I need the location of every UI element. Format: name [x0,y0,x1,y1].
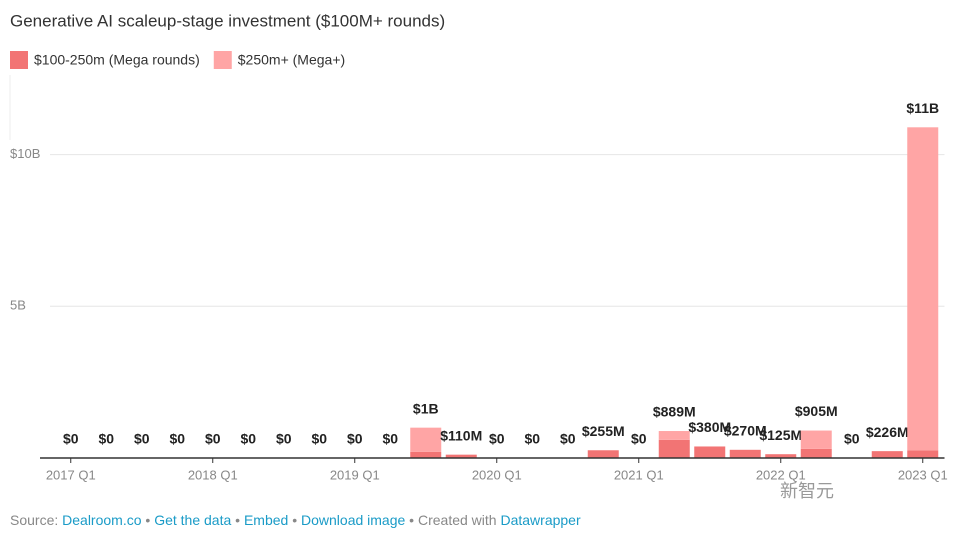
bar-segment [729,449,761,458]
watermark: 新智元 [780,481,834,501]
total-label: $0 [134,431,150,447]
total-label: $0 [347,431,363,447]
y-tick-label: $10B [10,146,40,161]
x-tick-label: 2019 Q1 [330,467,380,482]
total-label: $0 [276,431,292,447]
legend-label: $100-250m (Mega rounds) [34,52,200,68]
separator: • [231,512,244,528]
total-label: $0 [169,431,185,447]
separator: • [405,512,418,528]
total-label: $226M [866,424,909,440]
separator: • [288,512,301,528]
total-label: $255M [582,423,625,439]
total-label: $905M [795,403,838,419]
total-label: $889M [653,404,696,420]
bar-segment [907,127,939,451]
total-label: $0 [631,431,647,447]
total-label: $270M [724,423,767,439]
total-label: $125M [759,427,802,443]
footer-text: Created with [418,512,500,528]
bar-segment [587,450,619,458]
x-tick-label: 2020 Q1 [472,467,522,482]
total-label: $380M [688,419,731,435]
total-label: $0 [489,431,505,447]
footer-link[interactable]: Embed [244,512,288,528]
total-label: $11B [906,100,939,116]
footer-link[interactable]: Get the data [154,512,231,528]
bar-segment [410,451,442,458]
total-label: $0 [560,431,576,447]
bar-segment [410,427,442,452]
separator: • [142,512,155,528]
total-label: $110M [440,427,482,443]
x-tick-label: 2017 Q1 [46,467,96,482]
x-tick-label: 2023 Q1 [898,467,948,482]
bar-segment [871,451,903,458]
total-label: $0 [524,431,540,447]
footer-link[interactable]: Datawrapper [500,512,580,528]
legend-swatch [213,51,232,69]
footer: Source: Dealroom.co • Get the data • Emb… [10,512,581,528]
bar-segment [694,446,726,458]
footer-link[interactable]: Dealroom.co [62,512,142,528]
bar-segment [907,450,939,458]
x-tick-label: 2018 Q1 [188,467,238,482]
total-label: $0 [382,431,398,447]
bar-segment [800,448,832,458]
y-tick-label: 5B [10,298,26,313]
total-label: $0 [63,431,79,447]
legend-swatch [10,51,28,69]
footer-text: Source: [10,512,62,528]
bar-segment [445,454,477,458]
legend-label: $250m+ (Mega+) [238,52,345,68]
x-tick-label: 2021 Q1 [614,467,664,482]
total-label: $1B [413,400,439,416]
bar-segment [765,454,797,458]
total-label: $0 [311,431,327,447]
footer-link[interactable]: Download image [301,512,405,528]
total-label: $0 [844,431,860,447]
total-label: $0 [205,431,221,447]
bar-segment [800,430,832,449]
bar-segment [658,439,690,458]
total-label: $0 [240,431,256,447]
total-label: $0 [98,431,114,447]
x-tick-label: 2022 Q1 [756,467,806,482]
bar-segment [658,431,690,440]
chart-title: Generative AI scaleup-stage investment (… [10,11,445,30]
